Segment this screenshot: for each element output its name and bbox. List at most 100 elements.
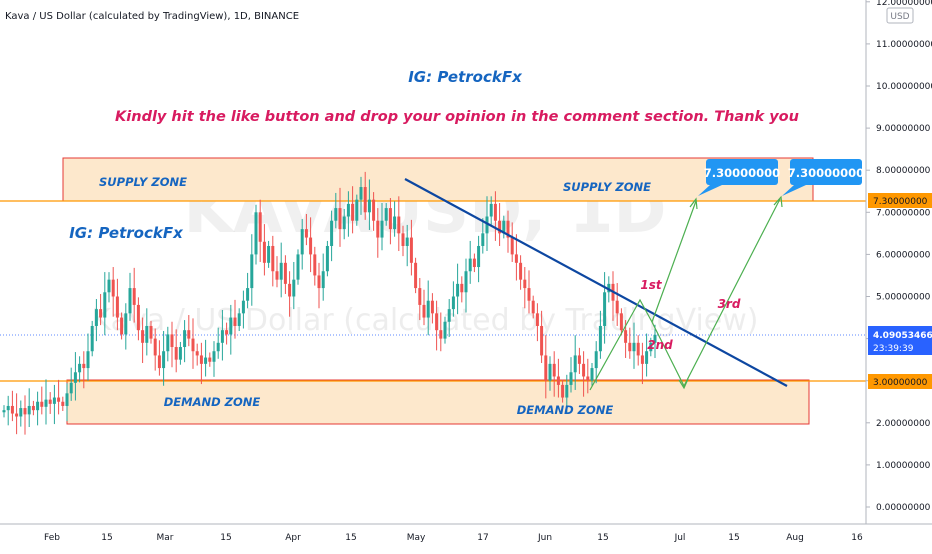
candle-body: [636, 342, 640, 356]
candle-body: [199, 355, 203, 364]
price-axis-label: 2.00000000: [876, 419, 931, 429]
zones-layer: [0, 157, 866, 425]
demand-level-badge[interactable]: 3.00000000: [868, 374, 932, 389]
candle-body: [477, 245, 481, 268]
currency-badge[interactable]: [886, 7, 914, 24]
time-axis-label: Feb: [44, 533, 60, 543]
candle-body: [141, 330, 145, 343]
candle-body: [65, 393, 69, 406]
time-axis-label: May: [407, 533, 426, 543]
candle-body: [531, 300, 535, 314]
candle-body: [540, 325, 544, 356]
candle-body: [603, 292, 607, 326]
currency-badge-text: USD: [890, 12, 909, 22]
supply-zone-label-right: SUPPLY ZONE: [563, 180, 651, 194]
candle-body: [111, 279, 115, 297]
candle-body: [645, 351, 649, 364]
candle-body: [586, 376, 590, 381]
candle-body: [149, 325, 153, 339]
candle-body: [157, 355, 161, 369]
candle-body: [52, 397, 56, 404]
candle-body: [372, 199, 376, 221]
target-badge-2[interactable]: 7.30000000: [782, 159, 864, 196]
target-badge-1-text: 7.30000000: [704, 166, 780, 180]
time-axis[interactable]: Feb 15 Mar 15 Apr 15 May 17 Jun 15 Jul 15 Aug 16: [0, 523, 932, 550]
candle-body: [23, 408, 27, 415]
candle-body: [485, 216, 489, 234]
candle-body: [40, 401, 44, 407]
candle-body: [99, 309, 103, 318]
candle-body: [174, 347, 178, 360]
current-price-badge[interactable]: 4.09053466 23:39:39: [868, 326, 932, 355]
candle-body: [472, 258, 476, 268]
candle-body: [313, 254, 317, 276]
candle-body: [225, 330, 229, 335]
candle-body: [241, 300, 245, 314]
candle-body: [397, 216, 401, 234]
candle-body: [384, 208, 388, 221]
time-axis-label: Jul: [674, 533, 686, 543]
supply-level-badge[interactable]: 7.30000000: [868, 193, 932, 208]
candle-body: [166, 334, 170, 352]
supply-level-badge-text: 7.30000000: [873, 197, 928, 207]
candle-body: [204, 357, 208, 364]
candle-body: [577, 355, 581, 364]
candle-body: [279, 262, 283, 280]
projection-path[interactable]: [589, 195, 783, 391]
candle-body: [128, 288, 132, 314]
step-3-label: 3rd: [718, 297, 741, 311]
ig-handle-top: IG: PetrockFx: [408, 68, 523, 86]
candle-body: [124, 313, 128, 335]
candle-body: [73, 372, 77, 383]
candle-body: [220, 330, 224, 343]
target-badge-1[interactable]: 7.30000000: [698, 159, 780, 196]
candle-body: [418, 288, 422, 305]
candle-body: [296, 254, 300, 280]
candle-body: [632, 342, 636, 352]
price-axis-label: 5.00000000: [876, 293, 931, 303]
price-axis-label: 11.00000000: [876, 40, 932, 50]
candle-body: [187, 330, 191, 339]
candle-body: [363, 187, 367, 213]
candle-body: [598, 325, 602, 352]
candle-body: [275, 271, 279, 280]
candle-body: [481, 233, 485, 246]
candle-body: [519, 262, 523, 280]
candle-body: [325, 245, 329, 272]
price-axis-label: 0.00000000: [876, 503, 931, 513]
candle-body: [527, 288, 531, 301]
candle-body: [178, 347, 182, 360]
time-axis-label: 15: [345, 533, 356, 543]
candle-body: [10, 405, 14, 414]
time-axis-label: Apr: [285, 533, 301, 543]
time-axis-label: Mar: [157, 533, 174, 543]
candle-body: [498, 220, 502, 234]
symbol-title: Kava / US Dollar (calculated by TradingV…: [5, 11, 299, 22]
descending-trendline[interactable]: [404, 178, 788, 387]
candle-body: [262, 241, 266, 263]
candle-body: [439, 330, 443, 339]
candle-body: [208, 357, 212, 362]
price-axis-label: 12.00000000: [876, 0, 932, 8]
candle-body: [447, 309, 451, 322]
candle-body: [48, 399, 52, 404]
candle-body: [464, 271, 468, 293]
candle-body: [237, 313, 241, 326]
ig-handle-left: IG: PetrockFx: [69, 224, 184, 242]
candle-body: [94, 309, 98, 326]
candle-body: [561, 384, 565, 398]
price-axis[interactable]: 12.00000000 11.00000000 10.00000000 9.00000…: [865, 0, 932, 550]
candle-body: [359, 187, 363, 200]
price-axis-label: 9.00000000: [876, 124, 931, 134]
candle-body: [292, 279, 296, 297]
candle-body: [254, 212, 258, 255]
candle-body: [27, 405, 31, 415]
candle-body: [288, 283, 292, 297]
candle-body: [489, 203, 493, 217]
candle-body: [451, 296, 455, 310]
candle-body: [565, 384, 569, 398]
candle-body: [132, 288, 136, 305]
projection-branch-target-1[interactable]: [651, 200, 697, 323]
